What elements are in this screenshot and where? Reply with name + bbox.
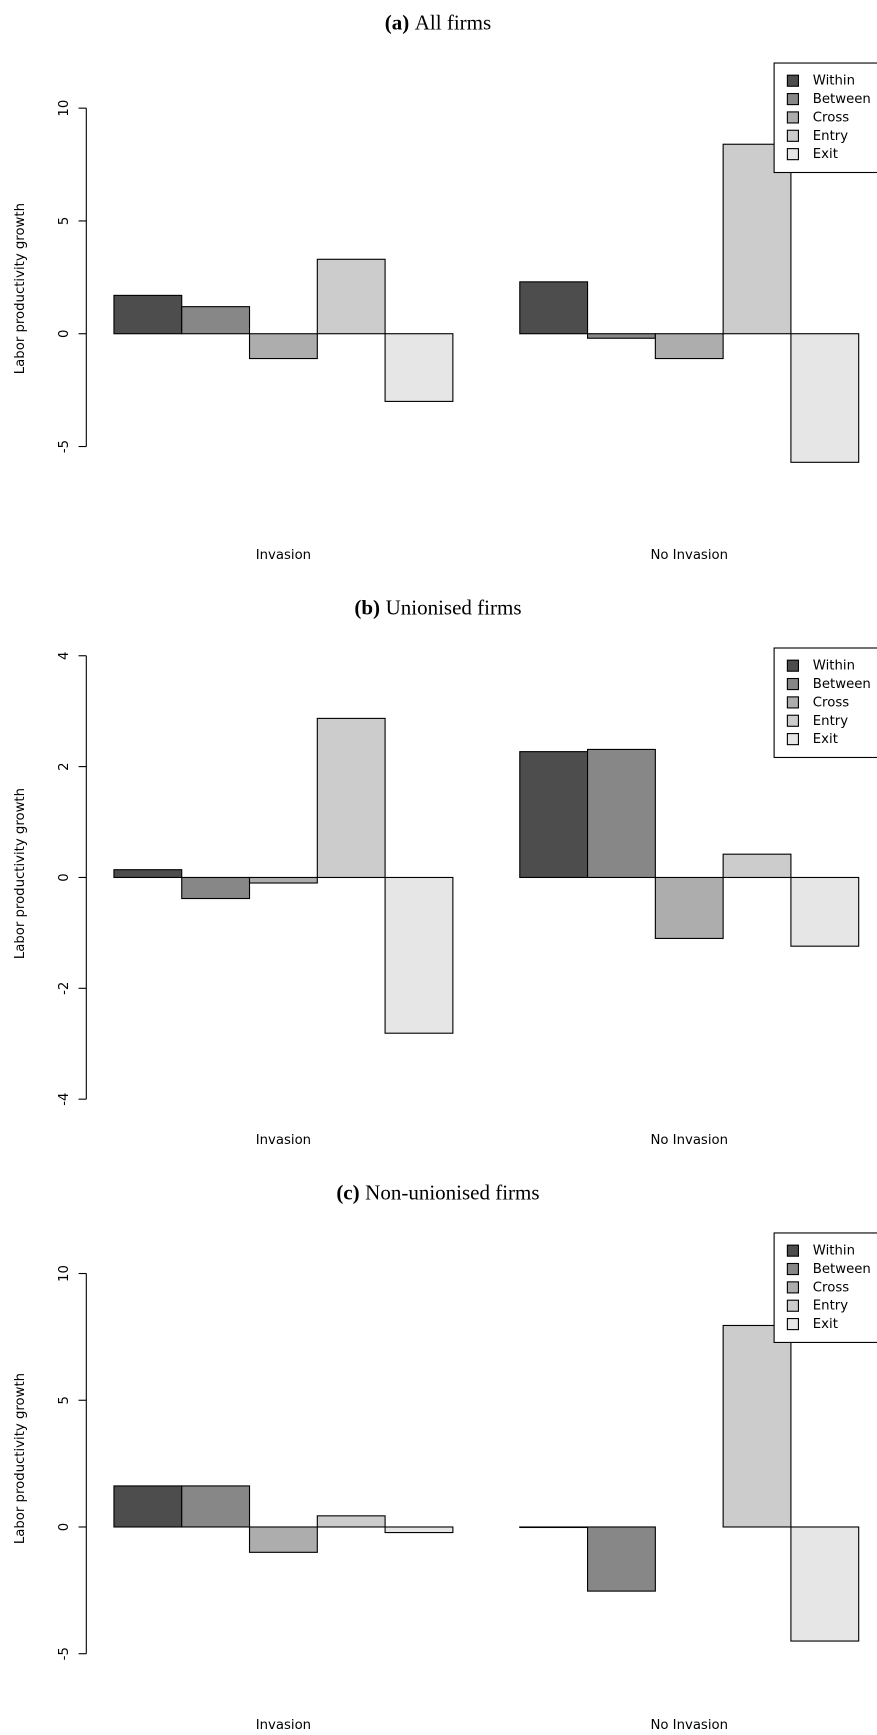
- y-axis-label: Labor productivity growth: [13, 1373, 28, 1544]
- y-tick-label: -2: [57, 982, 72, 995]
- y-axis-label: Labor productivity growth: [13, 203, 28, 374]
- chart-title: (a) All firms: [385, 10, 491, 34]
- bar: [316, 1515, 386, 1528]
- x-tick-label: Invasion: [256, 548, 311, 563]
- legend-swatch: [786, 714, 799, 727]
- legend-swatch: [786, 659, 799, 672]
- bar: [248, 333, 318, 360]
- legend-label: Entry: [813, 1299, 848, 1314]
- x-tick-label: Invasion: [256, 1718, 311, 1733]
- legend-swatch: [786, 1281, 799, 1294]
- chart-title: (c) Non-unionised firms: [336, 1180, 539, 1204]
- legend-swatch: [786, 696, 799, 709]
- bar: [519, 751, 589, 879]
- bar: [654, 333, 724, 360]
- legend-label: Entry: [813, 129, 848, 144]
- bar: [316, 717, 386, 879]
- bar: [722, 143, 792, 335]
- x-tick-label: No Invasion: [650, 548, 728, 563]
- x-tick-label: Invasion: [256, 1133, 311, 1148]
- bar: [113, 1485, 183, 1528]
- bar: [519, 1526, 589, 1529]
- bar: [587, 748, 656, 879]
- panel-label: (a): [385, 10, 410, 34]
- legend-label: Between: [813, 92, 871, 107]
- x-tick-label: No Invasion: [650, 1133, 728, 1148]
- bar: [248, 876, 318, 884]
- legend-swatch: [786, 733, 799, 746]
- legend-label: Between: [813, 1262, 871, 1277]
- legend-label: Exit: [813, 732, 838, 747]
- title-text: All firms: [415, 10, 491, 34]
- legend-label: Exit: [813, 147, 838, 162]
- legend-swatch: [786, 92, 799, 106]
- bar: [384, 876, 454, 1034]
- y-tick-label: 10: [57, 100, 72, 117]
- legend-label: Cross: [813, 1280, 849, 1295]
- y-tick-label: 0: [57, 330, 72, 338]
- bar: [790, 876, 860, 947]
- bar: [384, 1526, 454, 1534]
- bar: [316, 258, 386, 335]
- y-tick-label: 0: [57, 873, 72, 881]
- bar: [113, 294, 183, 335]
- y-tick-label: 2: [57, 762, 72, 770]
- y-tick-label: 5: [57, 217, 72, 225]
- y-tick-label: 0: [57, 1523, 72, 1531]
- legend-label: Within: [813, 74, 855, 89]
- y-tick-label: -5: [57, 1647, 72, 1660]
- legend-label: Within: [813, 659, 855, 674]
- title-text: Non-unionised firms: [365, 1180, 539, 1204]
- legend-swatch: [786, 1318, 799, 1331]
- legend-swatch: [786, 1244, 799, 1257]
- bar: [248, 1526, 318, 1553]
- bar: [790, 333, 860, 463]
- title-text: Unionised firms: [386, 595, 522, 619]
- legend-swatch: [786, 129, 799, 142]
- legend-swatch: [786, 677, 799, 691]
- legend-label: Entry: [813, 714, 848, 729]
- bar: [181, 306, 251, 335]
- bar: [722, 853, 792, 879]
- legend-swatch: [786, 74, 799, 87]
- x-tick-label: No Invasion: [650, 1718, 728, 1733]
- legend-swatch: [786, 1299, 799, 1312]
- y-tick-label: 5: [57, 1396, 72, 1404]
- bar: [181, 876, 251, 900]
- y-axis-label: Labor productivity growth: [13, 788, 28, 959]
- bar: [587, 333, 656, 339]
- bar: [384, 333, 454, 402]
- y-tick-label: -5: [57, 440, 72, 453]
- bar: [519, 281, 589, 335]
- legend-label: Exit: [813, 1317, 838, 1332]
- legend-swatch: [786, 1262, 799, 1276]
- legend-label: Within: [813, 1244, 855, 1259]
- panel-label: (b): [354, 595, 380, 619]
- bar: [654, 876, 724, 939]
- bar: [181, 1485, 251, 1528]
- y-tick-label: 10: [57, 1265, 72, 1282]
- y-tick-label: 4: [57, 652, 72, 660]
- legend-label: Between: [813, 677, 871, 692]
- legend-swatch: [786, 148, 799, 161]
- legend-swatch: [786, 111, 799, 124]
- chart-title: (b) Unionised firms: [354, 595, 521, 619]
- bar: [790, 1526, 860, 1642]
- panel-label: (c): [336, 1180, 359, 1204]
- bar: [722, 1324, 792, 1528]
- y-tick-label: -4: [57, 1093, 72, 1106]
- legend-label: Cross: [813, 110, 849, 125]
- legend-label: Cross: [813, 695, 849, 710]
- bar: [587, 1526, 656, 1592]
- bar: [113, 869, 183, 879]
